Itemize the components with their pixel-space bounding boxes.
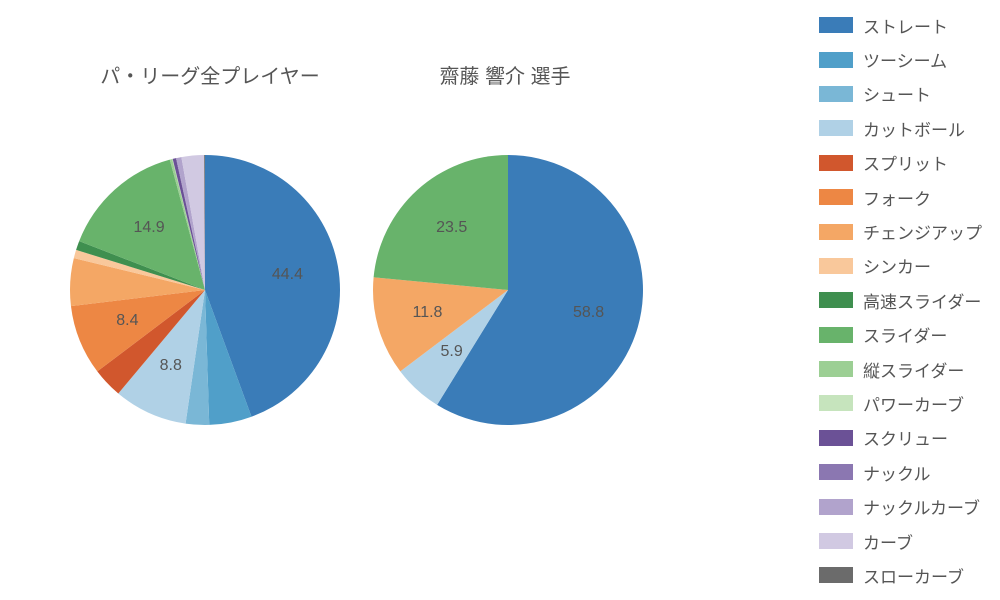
legend-swatch	[819, 430, 853, 446]
legend-label: ツーシーム	[863, 47, 947, 72]
legend-label: シュート	[863, 81, 931, 106]
legend-swatch	[819, 292, 853, 308]
legend-swatch	[819, 567, 853, 583]
legend-swatch	[819, 86, 853, 102]
legend-swatch	[819, 52, 853, 68]
legend-item: パワーカーブ	[819, 386, 982, 420]
legend-label: カーブ	[863, 529, 913, 554]
legend-item: シンカー	[819, 249, 982, 283]
slice-value-label: 8.4	[116, 312, 138, 330]
legend-item: スプリット	[819, 146, 982, 180]
chart-container: パ・リーグ全プレイヤー 齋藤 響介 選手 44.48.88.414.958.85…	[0, 0, 1000, 600]
legend-label: フォーク	[863, 185, 931, 210]
legend-swatch	[819, 224, 853, 240]
slice-value-label: 5.9	[441, 343, 463, 361]
legend-item: ストレート	[819, 8, 982, 42]
slice-value-label: 11.8	[412, 304, 442, 322]
legend-swatch	[819, 155, 853, 171]
slice-value-label: 44.4	[272, 266, 303, 284]
legend-item: ナックル	[819, 455, 982, 489]
legend-item: ツーシーム	[819, 42, 982, 76]
legend-item: フォーク	[819, 180, 982, 214]
legend-item: チェンジアップ	[819, 214, 982, 248]
legend-label: 縦スライダー	[863, 357, 964, 382]
legend-label: ナックル	[863, 460, 931, 485]
legend-swatch	[819, 361, 853, 377]
legend-swatch	[819, 120, 853, 136]
legend-item: スローカーブ	[819, 558, 982, 592]
legend-item: カットボール	[819, 111, 982, 145]
legend-label: シンカー	[863, 253, 931, 278]
legend: ストレートツーシームシュートカットボールスプリットフォークチェンジアップシンカー…	[819, 8, 982, 593]
legend-label: スプリット	[863, 150, 948, 175]
legend-label: チェンジアップ	[863, 219, 982, 244]
legend-item: スクリュー	[819, 421, 982, 455]
slice-value-label: 14.9	[133, 219, 164, 237]
legend-swatch	[819, 464, 853, 480]
legend-label: スクリュー	[863, 425, 948, 450]
slice-value-label: 23.5	[436, 219, 467, 237]
legend-item: 高速スライダー	[819, 283, 982, 317]
legend-label: スライダー	[863, 322, 947, 347]
legend-swatch	[819, 395, 853, 411]
legend-label: カットボール	[863, 116, 965, 141]
legend-swatch	[819, 258, 853, 274]
legend-item: 縦スライダー	[819, 352, 982, 386]
slice-value-label: 58.8	[573, 304, 604, 322]
legend-item: カーブ	[819, 524, 982, 558]
legend-label: スローカーブ	[863, 563, 964, 588]
legend-label: パワーカーブ	[863, 391, 964, 416]
legend-swatch	[819, 17, 853, 33]
legend-swatch	[819, 533, 853, 549]
legend-item: シュート	[819, 77, 982, 111]
legend-label: 高速スライダー	[863, 288, 981, 313]
legend-label: ナックルカーブ	[863, 494, 980, 519]
legend-item: スライダー	[819, 318, 982, 352]
legend-swatch	[819, 189, 853, 205]
legend-item: ナックルカーブ	[819, 489, 982, 523]
legend-swatch	[819, 327, 853, 343]
legend-label: ストレート	[863, 13, 948, 38]
slice-value-label: 8.8	[160, 357, 182, 375]
legend-swatch	[819, 499, 853, 515]
